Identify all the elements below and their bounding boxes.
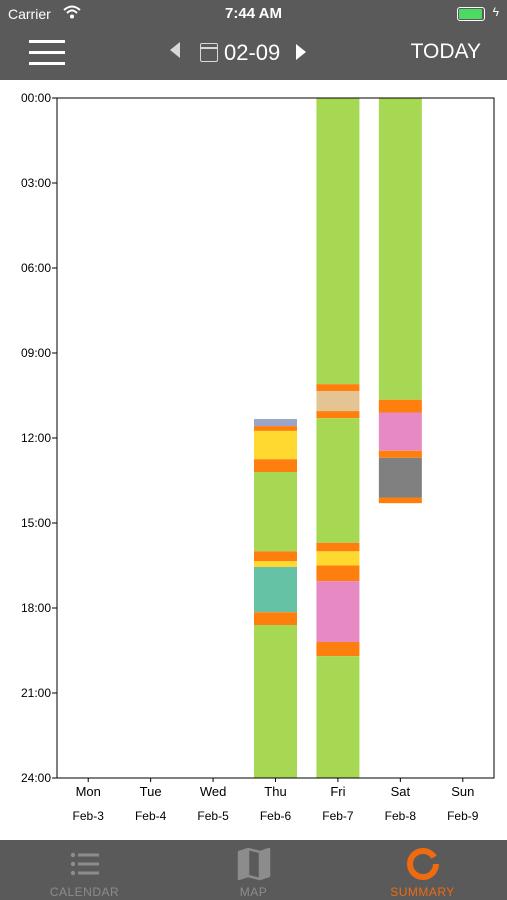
chart-svg: 00:00 03:00 06:00 09:00 12:00 15:00 18:00 21:00… xyxy=(21,91,495,823)
y-tick-label: 15:00 xyxy=(21,516,51,530)
activity-bar-segment xyxy=(254,625,297,778)
activity-bar-segment xyxy=(254,612,297,625)
activity-bar-segment xyxy=(254,561,297,567)
activity-bar-segment xyxy=(316,551,360,566)
activity-bar-segment xyxy=(378,497,422,504)
y-tick-label: 09:00 xyxy=(21,346,51,360)
y-tick-label: 12:00 xyxy=(21,431,51,445)
current-date[interactable]: 02-09 xyxy=(224,40,281,65)
activity-bar-segment xyxy=(254,472,297,552)
carrier-label: Carrier xyxy=(8,6,51,22)
activity-bar-segment xyxy=(316,581,360,642)
activity-bar-segment xyxy=(254,551,297,562)
activity-bar-segment xyxy=(254,459,297,472)
today-button[interactable]: TODAY xyxy=(410,40,481,63)
x-date-label: Feb-3 xyxy=(73,809,105,823)
tab-label: MAP xyxy=(239,885,268,899)
activity-bar-segment xyxy=(316,542,360,552)
activity-bar-segment xyxy=(378,98,422,400)
activity-bar-segment xyxy=(254,419,297,427)
x-day-label: Thu xyxy=(264,784,286,799)
activity-bar-segment xyxy=(378,412,422,451)
tab-map[interactable]: MAP xyxy=(169,840,338,900)
map-icon xyxy=(237,847,271,881)
activity-bar-segment xyxy=(316,411,360,419)
tab-label: SUMMARY xyxy=(390,885,455,899)
tab-summary[interactable]: SUMMARY xyxy=(338,840,507,900)
battery-level xyxy=(459,9,482,19)
y-tick-label: 18:00 xyxy=(21,601,51,615)
x-date-label: Feb-7 xyxy=(322,809,354,823)
x-date-label: Feb-8 xyxy=(385,809,417,823)
y-tick-label: 03:00 xyxy=(21,176,51,190)
x-day-label: Wed xyxy=(200,784,227,799)
tab-label: CALENDAR xyxy=(49,885,120,899)
ring-icon xyxy=(407,848,439,880)
activity-bar-segment xyxy=(316,384,360,392)
x-date-label: Feb-5 xyxy=(197,809,229,823)
tab-calendar[interactable]: CALENDAR xyxy=(0,840,169,900)
status-bar: Carrier 7:44 AM ϟ xyxy=(0,0,507,28)
y-tick-label: 06:00 xyxy=(21,261,51,275)
activity-bar-segment xyxy=(254,426,297,431)
activity-bar-segment xyxy=(316,656,360,778)
previous-day-icon[interactable] xyxy=(170,42,180,58)
activity-bar-segment xyxy=(316,391,360,412)
activity-bar-segment xyxy=(316,98,360,385)
activity-bar-segment xyxy=(254,430,297,460)
x-day-label: Sat xyxy=(391,784,411,799)
x-date-label: Feb-4 xyxy=(135,809,167,823)
activity-bar-segment xyxy=(316,642,360,657)
x-day-label: Sun xyxy=(451,784,474,799)
tab-bar: CALENDAR MAP SUMMARY xyxy=(0,840,507,900)
x-day-label: Tue xyxy=(140,784,162,799)
weekly-timeline-chart: 00:00 03:00 06:00 09:00 12:00 15:00 18:00 21:00… xyxy=(0,80,507,840)
y-tick-label: 24:00 xyxy=(21,771,51,785)
next-day-icon[interactable] xyxy=(296,44,306,60)
x-day-label: Fri xyxy=(330,784,345,799)
activity-bar-segment xyxy=(378,450,422,458)
list-icon xyxy=(70,852,99,876)
x-date-label: Feb-6 xyxy=(260,809,292,823)
charging-icon: ϟ xyxy=(492,5,499,19)
activity-bar-segment xyxy=(316,418,360,543)
nav-bar: 02-09 TODAY xyxy=(0,28,507,80)
activity-bar-segment xyxy=(378,399,422,413)
x-date-label: Feb-9 xyxy=(447,809,479,823)
y-tick-label: 00:00 xyxy=(21,91,51,105)
battery-icon xyxy=(457,7,485,21)
y-tick-label: 21:00 xyxy=(21,686,51,700)
menu-icon[interactable] xyxy=(29,40,65,66)
calendar-icon[interactable] xyxy=(200,43,218,62)
activity-bar-segment xyxy=(254,566,297,613)
activity-bar-segment xyxy=(316,565,360,582)
status-time: 7:44 AM xyxy=(225,5,282,22)
wifi-icon xyxy=(63,5,81,22)
activity-bar-segment xyxy=(378,457,422,498)
x-day-label: Mon xyxy=(76,784,101,799)
